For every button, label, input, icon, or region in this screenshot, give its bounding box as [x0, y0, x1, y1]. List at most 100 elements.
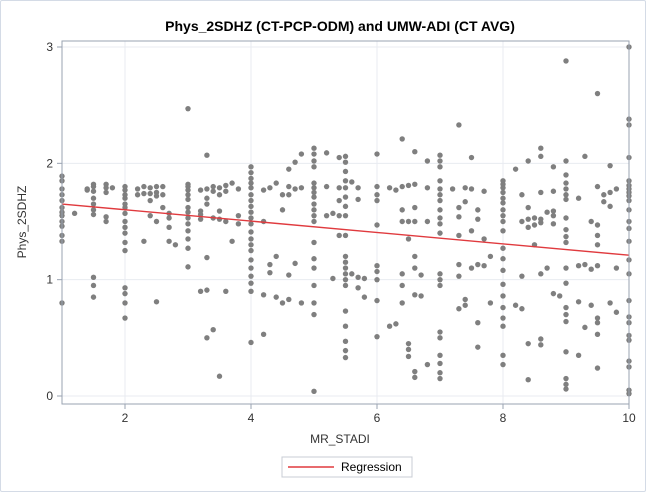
data-point: [147, 197, 153, 204]
data-point: [147, 212, 153, 219]
data-point: [204, 152, 210, 158]
data-point: [273, 180, 279, 186]
x-axis-ticks: 2 4 6 8 10: [122, 404, 636, 425]
data-point: [160, 192, 166, 198]
data-point: [336, 232, 342, 239]
data-point: [487, 253, 494, 260]
data-point: [557, 293, 563, 299]
regression-line: [61, 203, 630, 256]
data-point: [563, 280, 569, 286]
data-point: [147, 190, 153, 197]
data-point: [386, 185, 393, 191]
data-point: [475, 261, 481, 268]
data-point: [456, 122, 462, 128]
data-point: [563, 172, 569, 178]
data-point: [563, 375, 569, 382]
data-point: [538, 271, 544, 277]
data-point: [342, 153, 349, 160]
data-point: [122, 290, 128, 297]
data-point: [185, 209, 191, 215]
data-point: [481, 263, 487, 269]
data-point: [248, 192, 254, 198]
data-point: [412, 181, 418, 187]
x-tick-label: 6: [374, 411, 381, 425]
data-point: [500, 195, 506, 201]
data-point: [412, 374, 418, 381]
data-point: [248, 339, 254, 346]
data-point: [90, 274, 97, 281]
data-point: [594, 365, 601, 371]
data-point: [418, 272, 424, 278]
data-point: [594, 263, 601, 269]
data-point: [550, 221, 557, 227]
legend: Regression: [281, 456, 413, 478]
data-point: [204, 195, 210, 201]
data-point: [122, 195, 128, 201]
data-point: [475, 216, 481, 222]
data-point: [500, 200, 506, 206]
data-point: [248, 221, 254, 227]
data-point: [90, 211, 97, 218]
data-point: [437, 152, 443, 158]
data-point: [260, 331, 267, 338]
data-point: [399, 136, 405, 142]
data-point: [197, 288, 204, 294]
data-point: [500, 315, 506, 321]
data-point: [405, 218, 412, 225]
data-point: [248, 273, 254, 279]
data-point: [386, 323, 393, 329]
data-point: [153, 218, 160, 225]
data-point: [563, 192, 569, 198]
data-point: [563, 180, 569, 186]
data-point: [342, 253, 349, 260]
data-point: [185, 236, 191, 242]
data-point: [311, 164, 317, 170]
data-point: [260, 292, 267, 298]
data-point: [563, 381, 569, 388]
data-point: [601, 199, 607, 205]
data-point: [267, 269, 273, 276]
data-point: [172, 242, 179, 248]
data-point: [594, 183, 601, 190]
data-point: [185, 196, 191, 203]
data-point: [374, 197, 380, 204]
data-point: [374, 222, 380, 228]
data-point: [286, 272, 292, 278]
data-point: [342, 282, 349, 289]
data-point: [210, 183, 216, 190]
data-point: [342, 354, 349, 361]
data-point: [531, 222, 538, 228]
data-point: [248, 169, 254, 176]
data-point: [500, 256, 506, 262]
data-point: [412, 292, 418, 298]
data-point: [122, 224, 128, 231]
data-point: [216, 185, 223, 191]
data-point: [374, 276, 380, 283]
data-point: [122, 187, 128, 193]
data-point: [437, 178, 443, 184]
data-point: [538, 219, 544, 226]
data-point: [71, 210, 78, 217]
data-point: [311, 145, 317, 151]
x-axis-label: MR_STADI: [310, 432, 370, 446]
data-point: [481, 236, 487, 242]
data-point: [235, 186, 242, 192]
data-point: [525, 216, 531, 222]
data-point: [563, 233, 569, 240]
data-point: [437, 207, 443, 213]
data-point: [311, 218, 317, 225]
data-point: [405, 236, 412, 242]
y-axis-ticks: 0 1 2 3: [46, 40, 62, 403]
data-point: [273, 253, 279, 260]
data-point: [248, 180, 254, 186]
data-point: [336, 154, 342, 161]
data-point: [153, 193, 160, 199]
data-point: [563, 265, 569, 271]
data-point: [594, 331, 601, 338]
data-point: [248, 185, 254, 191]
data-point: [141, 238, 147, 244]
data-point: [500, 218, 506, 225]
data-point: [405, 346, 412, 353]
data-point: [311, 207, 317, 213]
data-point: [185, 192, 191, 198]
